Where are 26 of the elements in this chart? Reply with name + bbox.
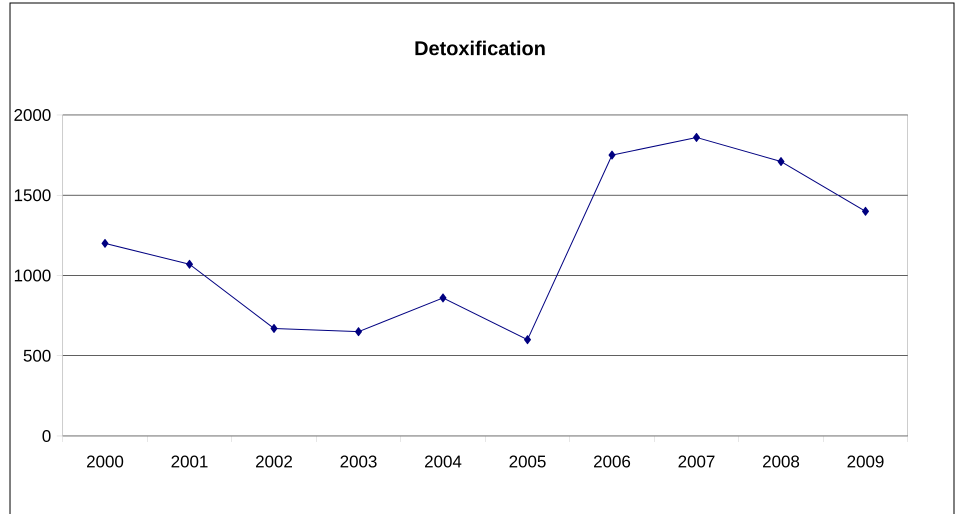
y-tick-label: 2000 [14,108,51,121]
x-tick-label: 2007 [678,456,714,468]
y-tick-label: 500 [24,350,51,362]
x-tick-label: 2009 [848,456,884,468]
point [102,238,109,248]
point [693,132,700,142]
x-tick-label: 2000 [87,456,124,468]
point [355,327,362,336]
point [524,335,532,344]
x-tick-label: 2005 [510,456,546,468]
y-tick-label: 1500 [14,189,51,202]
x-tick-label: 2008 [763,456,800,468]
y-tick-label: 0 [42,430,51,442]
point [778,157,784,166]
x-tick-label: 2006 [594,456,630,468]
x-tick-label: 2004 [425,456,462,468]
point [862,206,869,216]
y-tick-label: 1000 [14,269,51,282]
x-tick-label: 2003 [340,456,377,468]
point [186,260,194,269]
x-tick-label: 2001 [172,456,208,468]
x-tick-label: 2002 [256,456,292,468]
point [440,293,447,302]
chart-title: Detoxification [415,40,545,56]
point [608,150,616,160]
point [270,324,278,333]
